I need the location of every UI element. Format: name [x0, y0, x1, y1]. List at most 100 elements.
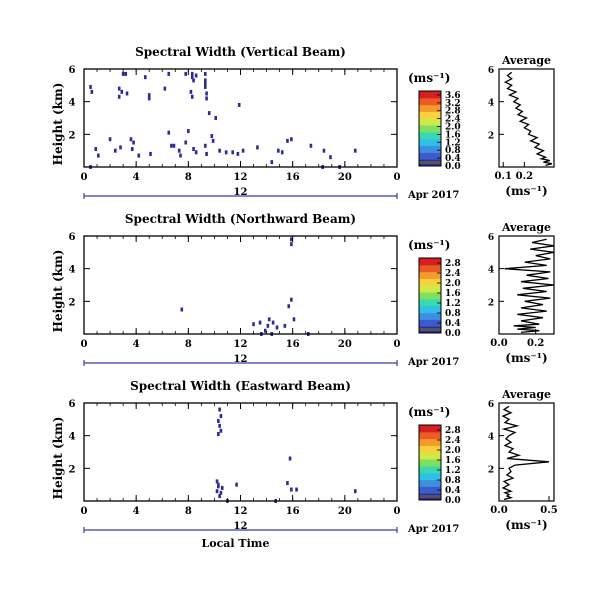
heatmap-pixel	[97, 153, 100, 158]
heatmap-pixel	[190, 75, 194, 80]
chart-title: Spectral Width (Northward Beam)	[125, 212, 356, 226]
colorbar-tick-label: 1.6	[445, 456, 461, 466]
colorbar-tick-label: 0.8	[445, 476, 461, 486]
x-tick-label: 12	[234, 506, 248, 517]
heatmap-pixel	[219, 490, 223, 495]
heatmap-pixel	[120, 89, 124, 94]
heatmap-pixel	[203, 71, 207, 76]
colorbar-tick-label: 0.4	[445, 154, 461, 164]
heatmap-pixel	[217, 418, 220, 423]
y-tick-label: 4	[69, 265, 76, 276]
y-axis-label: Height (km)	[51, 250, 65, 333]
x-axis-label: Local Time	[202, 537, 270, 550]
colorbar-segment	[419, 271, 441, 279]
heatmap-pixel	[203, 143, 207, 148]
colorbar-tick-label: 1.2	[445, 299, 461, 309]
heatmap-pixel	[203, 78, 207, 83]
average-title: Average	[501, 221, 551, 234]
colorbar-segment	[419, 486, 441, 494]
colorbar-unit-label: (ms⁻¹)	[408, 405, 450, 419]
heatmap-pixel	[237, 102, 241, 107]
colorbar-tick-label: 2.4	[445, 436, 461, 446]
colorbar-segment	[419, 431, 441, 440]
colorbar-segment	[419, 145, 441, 153]
average-profile-line	[503, 71, 553, 167]
x-tick-label: 8	[185, 339, 192, 350]
colorbar-segment	[419, 452, 441, 460]
panel-3: Spectral Width (Eastward Beam) Height (km…	[51, 379, 558, 535]
colorbar-unit-label: (ms⁻¹)	[408, 71, 450, 85]
heatmap-pixel	[219, 428, 223, 433]
colorbar-segment	[419, 479, 441, 487]
average-y-tick-label: 6	[488, 233, 494, 243]
heatmap-pixel	[121, 71, 125, 76]
heatmap-pixel	[214, 116, 218, 120]
colorbar-tick-label: 2.0	[445, 446, 461, 456]
average-x-tick-label: 0.2	[527, 338, 544, 349]
colorbar-zero-band	[419, 161, 441, 164]
colorbar-tick-label: 1.2	[445, 138, 461, 148]
heatmap-pixel	[177, 148, 181, 153]
average-frame	[498, 68, 555, 168]
heatmap-pixel	[288, 456, 292, 461]
heatmap-pixel	[275, 325, 279, 330]
heatmap-pixel	[167, 130, 171, 135]
x-tick-label: 16	[286, 339, 300, 350]
colorbar-segment	[419, 465, 441, 474]
heatmap-pixel	[263, 328, 267, 333]
average-y-tick-label: 4	[488, 266, 494, 276]
x-tick-label: 4	[133, 506, 140, 517]
heatmap-pixel	[205, 96, 208, 101]
heatmap-pixel	[252, 322, 255, 327]
heatmap-pixel	[236, 151, 240, 156]
panel-1: Spectral Width (Vertical Beam) Height (km…	[51, 45, 555, 201]
colorbar-zero-band	[419, 328, 441, 331]
date-label: Apr 2017	[407, 524, 459, 535]
colorbar-segment	[419, 305, 441, 314]
colorbar-segment	[419, 445, 441, 453]
date-label: Apr 2017	[407, 190, 459, 201]
average-y-tick-label: 6	[488, 400, 494, 410]
y-tick-label: 6	[69, 232, 76, 243]
heatmap-pixel	[241, 148, 245, 153]
x-tick-label: 0	[81, 506, 88, 517]
colorbar-segment	[419, 298, 441, 307]
colorbar-tick-label: 0.0	[445, 329, 461, 339]
heatmap-pixel	[132, 140, 135, 145]
heatmap-pixel	[125, 91, 129, 96]
colorbar-segment	[419, 125, 441, 133]
average-x-tick-label: 0.5	[540, 505, 557, 516]
colorbar-frame	[418, 257, 442, 334]
heatmap-pixel	[353, 489, 357, 494]
heatmap-pixel	[203, 84, 207, 89]
average-profile-line	[504, 238, 555, 334]
colorbar-segment	[419, 285, 441, 293]
colorbar-segment	[419, 264, 441, 273]
average-profile-line	[501, 405, 550, 501]
colorbar-tick-label: 1.6	[445, 130, 461, 140]
heatmap-pixel	[224, 150, 228, 155]
colorbar-segment	[419, 292, 441, 300]
colorbar-segment	[419, 111, 441, 119]
average-frame	[498, 235, 555, 335]
heatmap-pixel	[215, 479, 219, 484]
x-tick-label: 0	[394, 172, 401, 183]
heatmap-pixel	[290, 487, 293, 492]
average-frame	[498, 402, 555, 502]
colorbar-segment	[419, 131, 441, 140]
heatmap-pixel	[217, 432, 220, 437]
heatmap-pixel	[231, 150, 234, 155]
date-label: Apr 2017	[407, 357, 459, 368]
x-tick-label: 0	[81, 339, 88, 350]
colorbar-tick-label: 2.0	[445, 279, 461, 289]
y-tick-label: 2	[69, 464, 76, 475]
colorbar-tick-label: 0.4	[445, 319, 461, 329]
colorbar-segment	[419, 312, 441, 320]
colorbar-segment	[419, 91, 441, 99]
chart-title: Spectral Width (Vertical Beam)	[135, 45, 346, 59]
average-y-tick-label: 2	[488, 131, 494, 141]
colorbar-frame	[418, 424, 442, 501]
heatmap-pixel	[184, 140, 188, 145]
x-tick-label: 20	[338, 172, 352, 183]
x-tick-label: 20	[338, 506, 352, 517]
